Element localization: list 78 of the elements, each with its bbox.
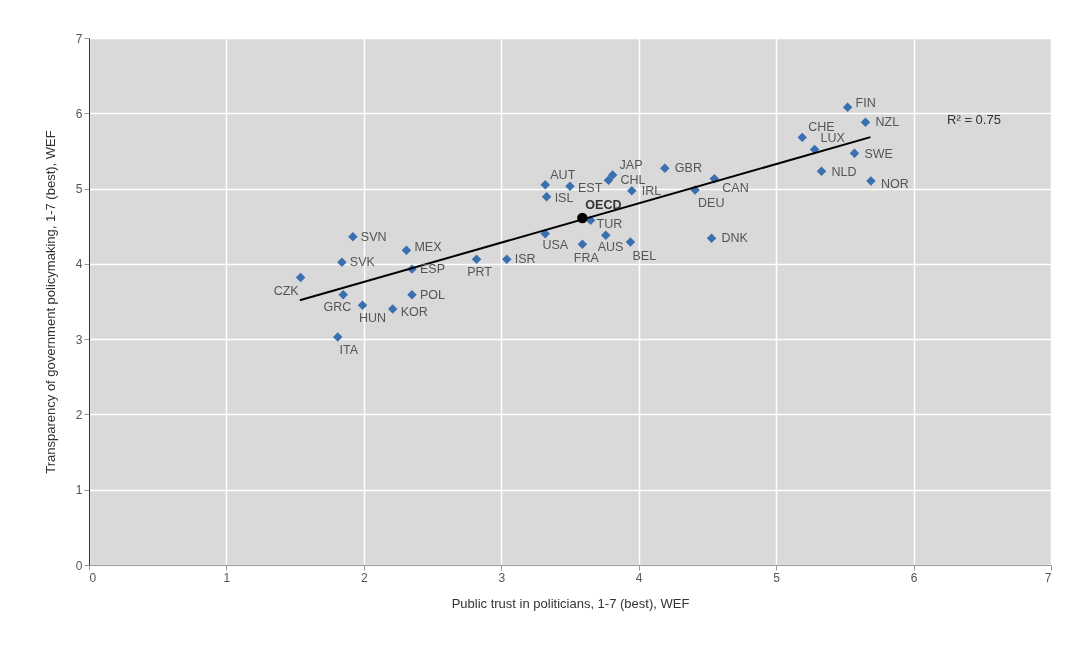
x-tick-label: 2: [361, 570, 369, 585]
point: [471, 254, 482, 265]
x-tick-label: 1: [223, 570, 231, 585]
annotation: LUX: [820, 131, 846, 146]
point: [797, 132, 807, 143]
annotation: POL: [419, 287, 446, 302]
point: [401, 245, 412, 256]
point: [625, 237, 636, 247]
annotation: SWE: [864, 147, 893, 162]
y-axis-title: Transparency of government policymaking, 1-7 (best), WEF: [42, 130, 58, 474]
point: [541, 192, 552, 202]
point: [357, 300, 368, 311]
annotation: R² = 0.75: [947, 112, 1001, 127]
annotation: TUR: [596, 217, 623, 232]
x-tick-label: 4: [635, 570, 643, 585]
annotation: EST: [578, 181, 603, 196]
annotation: CAN: [722, 180, 749, 195]
point: [295, 272, 306, 283]
point: [860, 117, 871, 128]
y-tick-label: 1: [75, 483, 83, 498]
point: [600, 230, 611, 240]
point: [387, 304, 398, 314]
annotation: FRA: [573, 251, 600, 266]
annotation: AUT: [550, 167, 576, 182]
annotation: PRT: [467, 265, 493, 280]
annotation: NZL: [875, 115, 900, 130]
x-tick-label: 5: [773, 570, 781, 585]
y-tick-label: 3: [75, 332, 83, 347]
annotation: ISL: [554, 190, 574, 205]
annotation: FIN: [855, 96, 876, 111]
point: [407, 289, 417, 300]
y-tick-label: 0: [75, 558, 83, 573]
y-tick-label: 7: [75, 31, 83, 46]
annotation: ITA: [339, 342, 359, 357]
annotation: GBR: [674, 161, 702, 176]
annotation: AUS: [597, 240, 624, 255]
point: [348, 232, 358, 242]
annotation: ISR: [514, 252, 536, 267]
annotation: OECD: [585, 197, 622, 212]
point: [502, 254, 512, 265]
annotation: CZK: [273, 284, 300, 299]
x-tick-label: 3: [498, 570, 506, 585]
annotation: DEU: [698, 196, 725, 211]
point: [849, 148, 860, 158]
point: [607, 170, 618, 180]
annotation: NOR: [880, 177, 909, 192]
point: [333, 332, 343, 342]
y-tick-label: 2: [75, 407, 83, 422]
annotation: HUN: [358, 311, 387, 326]
x-tick-label: 0: [89, 570, 97, 585]
point: [627, 186, 637, 196]
y-tick-label: 4: [75, 257, 83, 272]
point: [565, 181, 575, 192]
x-tick-label: 6: [910, 570, 918, 585]
annotation: JAP: [619, 158, 643, 173]
point: [337, 257, 347, 268]
annotation: USA: [542, 237, 569, 252]
point: [540, 180, 551, 190]
annotation: NLD: [831, 165, 857, 180]
point: [816, 166, 827, 176]
annotation: DNK: [721, 231, 749, 246]
annotation: GRC: [323, 299, 352, 314]
point: [577, 239, 588, 250]
point: [660, 163, 670, 173]
point: [338, 289, 348, 300]
annotation: SVN: [360, 229, 387, 244]
point: [706, 233, 717, 243]
point: [842, 102, 853, 113]
y-tick-label: 5: [75, 182, 83, 197]
point: [603, 175, 614, 186]
y-tick-label: 6: [75, 106, 83, 121]
annotation: MEX: [414, 240, 443, 255]
annotation: KOR: [400, 305, 428, 320]
annotation: BEL: [632, 249, 657, 264]
x-axis-title: Public trust in politicians, 1-7 (best), WEF: [451, 595, 690, 611]
x-tick-label: 7: [1044, 570, 1052, 585]
annotation: ESP: [419, 262, 445, 277]
annotation: SVK: [349, 255, 376, 270]
